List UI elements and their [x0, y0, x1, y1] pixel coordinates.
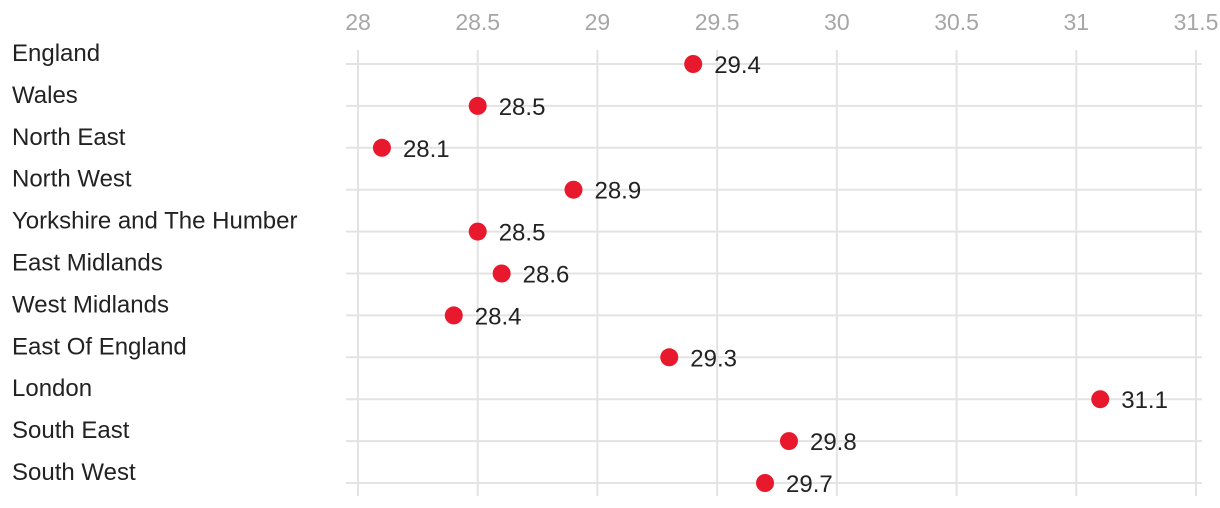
- category-labels: England Wales North East North West Yorkshir…: [12, 40, 298, 486]
- data-point: [779, 432, 798, 451]
- category-label: London: [12, 375, 92, 402]
- data-label: 28.5: [499, 94, 546, 121]
- category-label: West Midlands: [12, 291, 169, 318]
- category-label: Wales: [12, 82, 78, 109]
- category-label: South West: [12, 459, 136, 486]
- x-axis-ticks: 28 28.5 29 29.5 30 30.5 31 31.5: [345, 9, 1218, 35]
- x-tick-label: 29: [585, 9, 611, 35]
- x-tick-label: 30.5: [934, 9, 979, 35]
- category-label: East Of England: [12, 333, 187, 360]
- x-tick-label: 31: [1063, 9, 1089, 35]
- data-point: [564, 180, 583, 199]
- data-point: [444, 306, 463, 325]
- data-point: [492, 264, 511, 283]
- data-points: [372, 55, 1110, 492]
- data-point: [372, 138, 391, 157]
- data-point: [1091, 390, 1110, 409]
- x-tick-label: 28: [345, 9, 371, 35]
- gridlines: [346, 50, 1202, 496]
- category-label: East Midlands: [12, 250, 163, 277]
- x-tick-label: 29.5: [695, 9, 740, 35]
- data-point: [660, 348, 679, 367]
- data-label: 28.9: [594, 178, 641, 205]
- data-label: 31.1: [1121, 387, 1168, 414]
- x-tick-label: 28.5: [455, 9, 500, 35]
- x-tick-label: 31.5: [1174, 9, 1219, 35]
- data-label: 28.5: [499, 220, 546, 247]
- data-labels: 29.4 28.5 28.1 28.9 28.5 28.628.4 29.3 31.1 29.8…: [403, 52, 1168, 498]
- data-label: 29.3: [690, 345, 737, 372]
- data-label: 28.1: [403, 136, 450, 163]
- category-label: Yorkshire and The Humber: [12, 208, 298, 235]
- data-label: 29.4: [714, 52, 761, 79]
- category-label: North East: [12, 124, 126, 151]
- data-label: 28.4: [475, 303, 522, 330]
- data-point: [684, 55, 703, 73]
- data-point: [468, 96, 487, 115]
- data-label: 29.8: [810, 429, 857, 456]
- data-label: 29.7: [786, 471, 833, 498]
- category-label: England: [12, 40, 100, 67]
- category-label: North West: [12, 166, 132, 193]
- data-point: [468, 222, 487, 241]
- x-tick-label: 30: [824, 9, 850, 35]
- category-label: South East: [12, 417, 130, 444]
- data-label: 28.6: [523, 262, 570, 289]
- data-point: [756, 474, 775, 492]
